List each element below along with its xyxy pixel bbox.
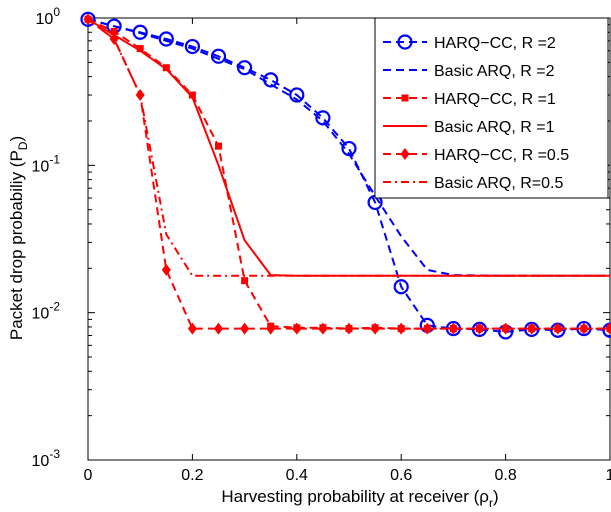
y-tick-label: 100 — [36, 5, 61, 28]
x-tick-label: 0.6 — [390, 467, 412, 484]
series-line — [87, 18, 610, 277]
data-point — [292, 322, 302, 335]
legend: HARQ−CC, R =2 Basic ARQ, R =2 HARQ−CC, R =… — [374, 17, 609, 199]
legend-label: Basic ARQ, R =1 — [434, 119, 555, 136]
data-point — [136, 45, 144, 53]
data-point — [210, 48, 227, 64]
tick-labels: 0 0.2 0.4 0.6 0.8 1 100 10-1 10-2 10-3 — [32, 5, 611, 484]
legend-label: HARQ−CC, R =0.5 — [434, 147, 569, 164]
x-tick-label: 0.8 — [494, 467, 516, 484]
plot-frame — [87, 17, 611, 461]
series-line — [87, 18, 611, 333]
data-point — [241, 277, 249, 285]
legend-label: HARQ−CC, R =1 — [434, 91, 556, 108]
series-layer — [80, 11, 611, 340]
x-tick-label: 0.2 — [181, 467, 203, 484]
data-point — [527, 322, 537, 335]
data-point — [315, 110, 331, 126]
x-tick-label: 1 — [606, 467, 611, 484]
data-point — [579, 322, 589, 335]
legend-label: Basic ARQ, R=0.5 — [434, 175, 563, 192]
data-point — [344, 322, 354, 335]
data-point — [397, 34, 413, 50]
data-point — [289, 87, 305, 103]
legend-entries: HARQ−CC, R =2 Basic ARQ, R =2 HARQ−CC, R =… — [383, 34, 569, 192]
series-5 — [83, 13, 611, 335]
legend-entry: HARQ−CC, R =2 — [383, 34, 556, 52]
data-point — [393, 279, 409, 295]
data-point — [184, 38, 200, 55]
data-point — [266, 322, 276, 335]
data-point — [83, 13, 93, 26]
data-point — [161, 263, 171, 276]
legend-entry: Basic ARQ, R=0.5 — [383, 175, 563, 192]
data-point — [422, 322, 432, 335]
data-point — [110, 27, 118, 35]
data-point — [188, 91, 196, 99]
legend-entry: Basic ARQ, R =2 — [383, 63, 555, 80]
legend-entry: HARQ−CC, R =0.5 — [383, 147, 569, 164]
data-point — [553, 322, 563, 335]
x-tick-label: 0 — [84, 467, 93, 484]
series-line — [87, 18, 610, 330]
data-point — [263, 72, 279, 88]
legend-label: HARQ−CC, R =2 — [434, 35, 556, 52]
series-6 — [87, 18, 610, 277]
legend-label: Basic ARQ, R =2 — [434, 63, 555, 80]
legend-entry: Basic ARQ, R =1 — [383, 119, 555, 136]
y-tick-label: 10-1 — [32, 152, 61, 175]
y-axis-label: Packet drop probabiliy (PD) — [7, 136, 30, 340]
data-point — [400, 148, 410, 160]
data-point — [215, 142, 222, 150]
y-tick-label: 10-2 — [32, 300, 61, 323]
data-point — [605, 322, 611, 335]
data-point — [158, 31, 174, 47]
legend-box — [374, 17, 609, 199]
data-point — [318, 322, 328, 335]
data-point — [162, 64, 170, 72]
data-point — [370, 322, 380, 335]
data-point — [475, 322, 484, 335]
data-point — [240, 322, 250, 335]
data-point — [501, 322, 511, 335]
data-point — [401, 94, 409, 102]
x-tick-label: 0.4 — [286, 467, 308, 484]
data-point — [214, 322, 223, 335]
data-point — [187, 322, 197, 335]
data-point — [237, 60, 253, 76]
data-point — [396, 322, 406, 335]
data-point — [448, 322, 458, 335]
y-tick-label: 10-3 — [32, 447, 61, 470]
data-point — [132, 24, 148, 40]
data-point — [80, 11, 96, 27]
plot-area — [80, 11, 611, 461]
x-axis-label: Harvesting probability at receiver (ρr) — [221, 487, 498, 510]
legend-entry: HARQ−CC, R =1 — [383, 91, 556, 108]
